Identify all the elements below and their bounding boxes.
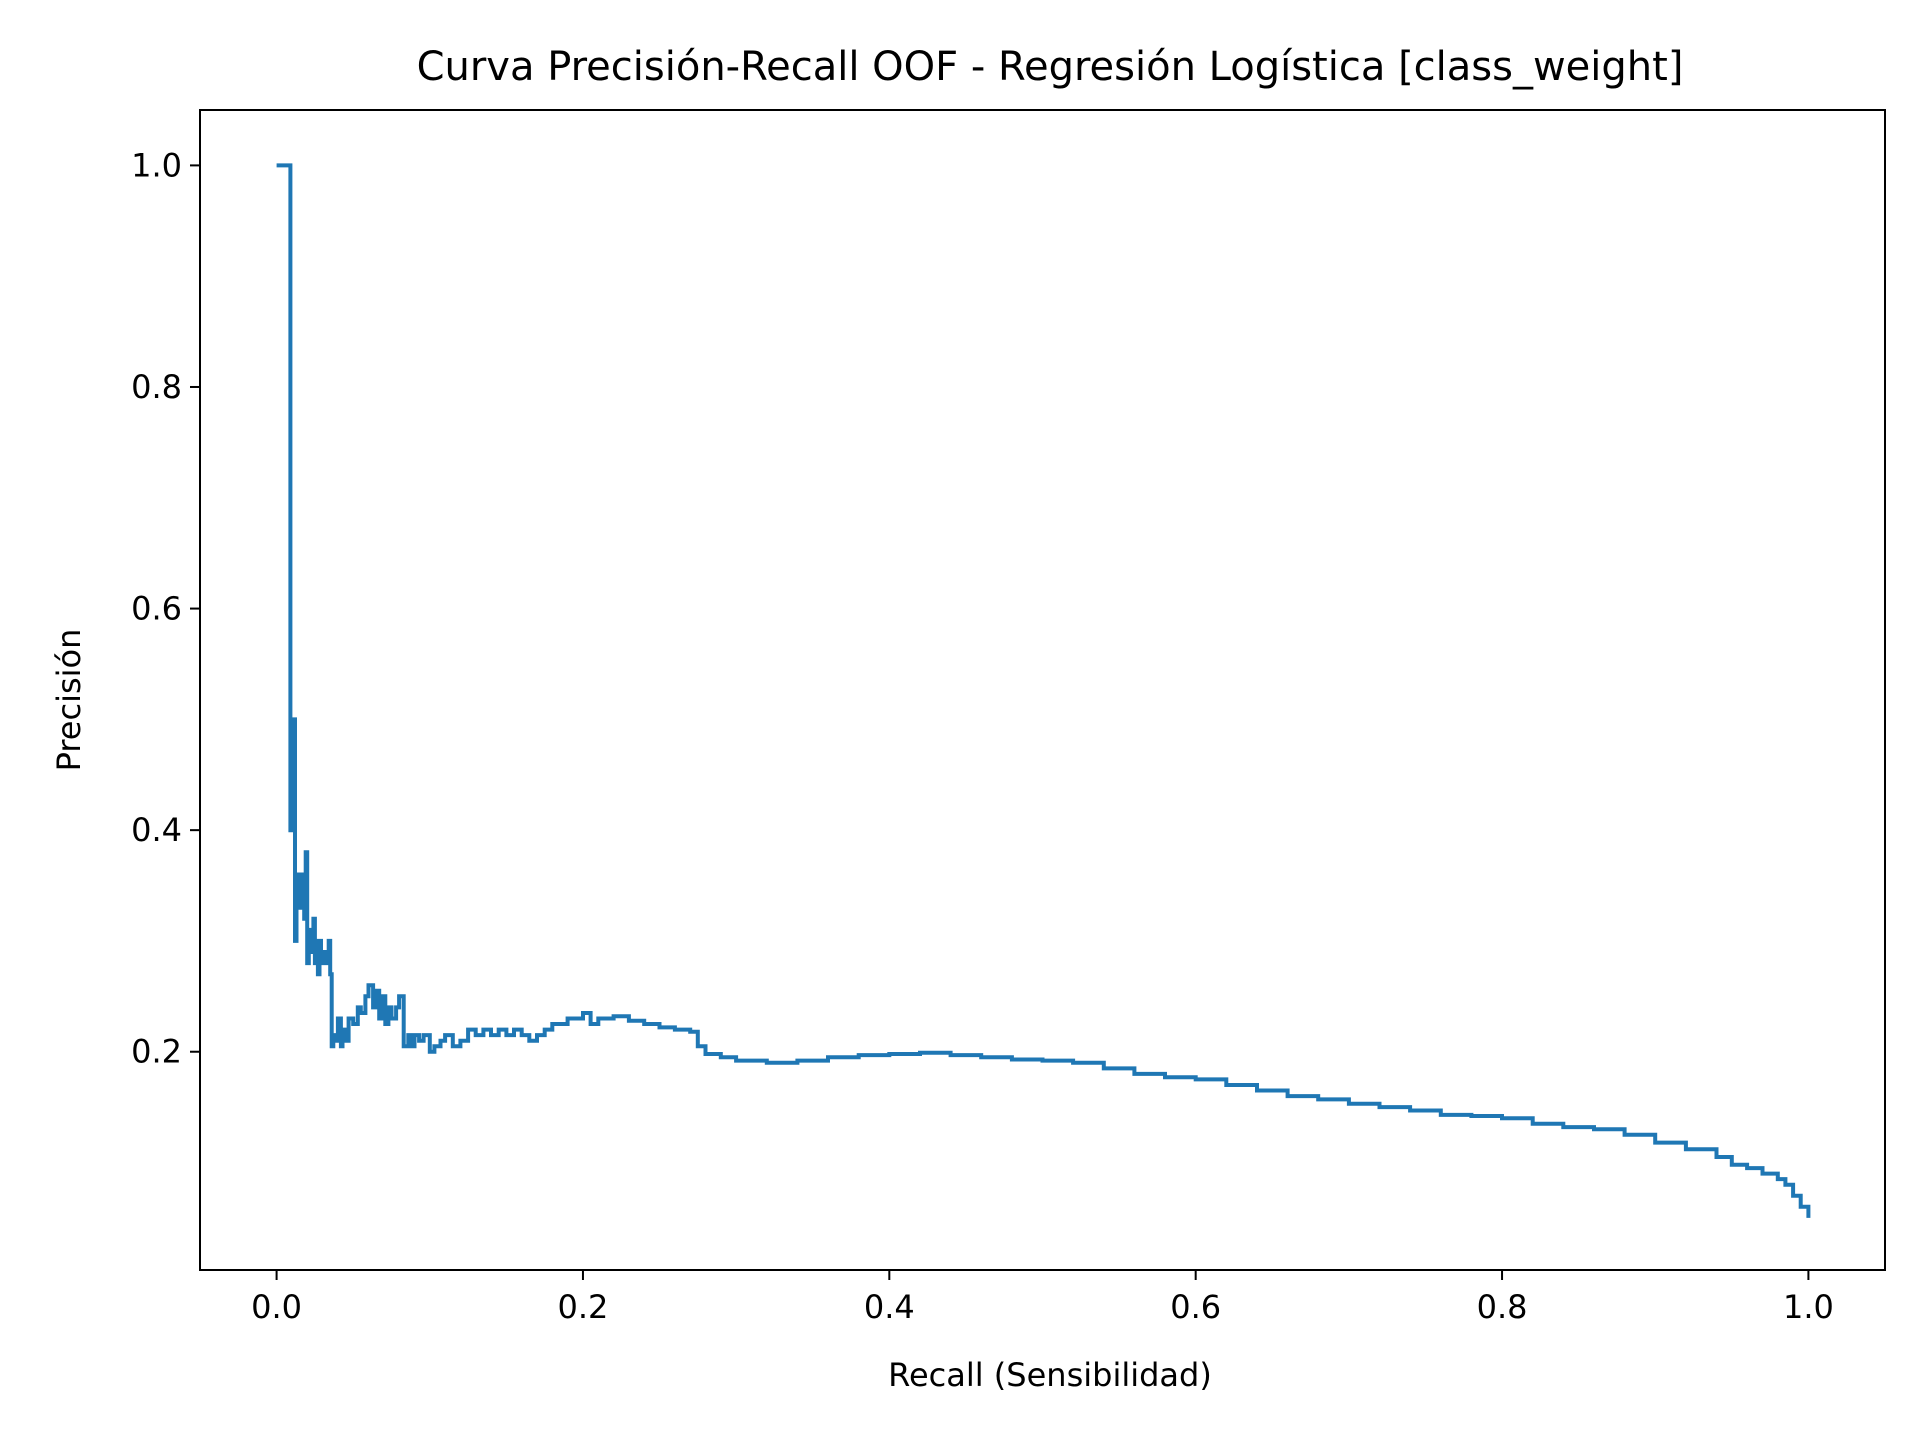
y-tick-label: 1.0 xyxy=(131,146,182,184)
chart-title: Curva Precisión-Recall OOF - Regresión L… xyxy=(417,44,1684,90)
y-tick-label: 0.4 xyxy=(131,811,182,849)
x-tick-label: 0.2 xyxy=(558,1288,609,1326)
x-tick-label: 0.4 xyxy=(864,1288,915,1326)
y-tick-label: 0.8 xyxy=(131,368,182,406)
x-axis: 0.0 0.2 0.4 0.6 0.8 1.0 xyxy=(251,1270,1834,1326)
x-tick-label: 0.0 xyxy=(251,1288,302,1326)
x-tick-label: 1.0 xyxy=(1783,1288,1834,1326)
x-tick-label: 0.8 xyxy=(1477,1288,1528,1326)
x-axis-label: Recall (Sensibilidad) xyxy=(888,1356,1212,1394)
y-axis-label: Precisión xyxy=(50,629,88,772)
plot-frame xyxy=(199,109,1886,1271)
y-tick-label: 0.6 xyxy=(131,590,182,628)
y-tick-label: 0.2 xyxy=(131,1033,182,1071)
x-tick-label: 0.6 xyxy=(1170,1288,1221,1326)
series-layer xyxy=(276,163,1811,1218)
y-axis: 0.2 0.4 0.6 0.8 1.0 xyxy=(131,146,200,1071)
pr-curve-line-0 xyxy=(276,163,1811,1218)
